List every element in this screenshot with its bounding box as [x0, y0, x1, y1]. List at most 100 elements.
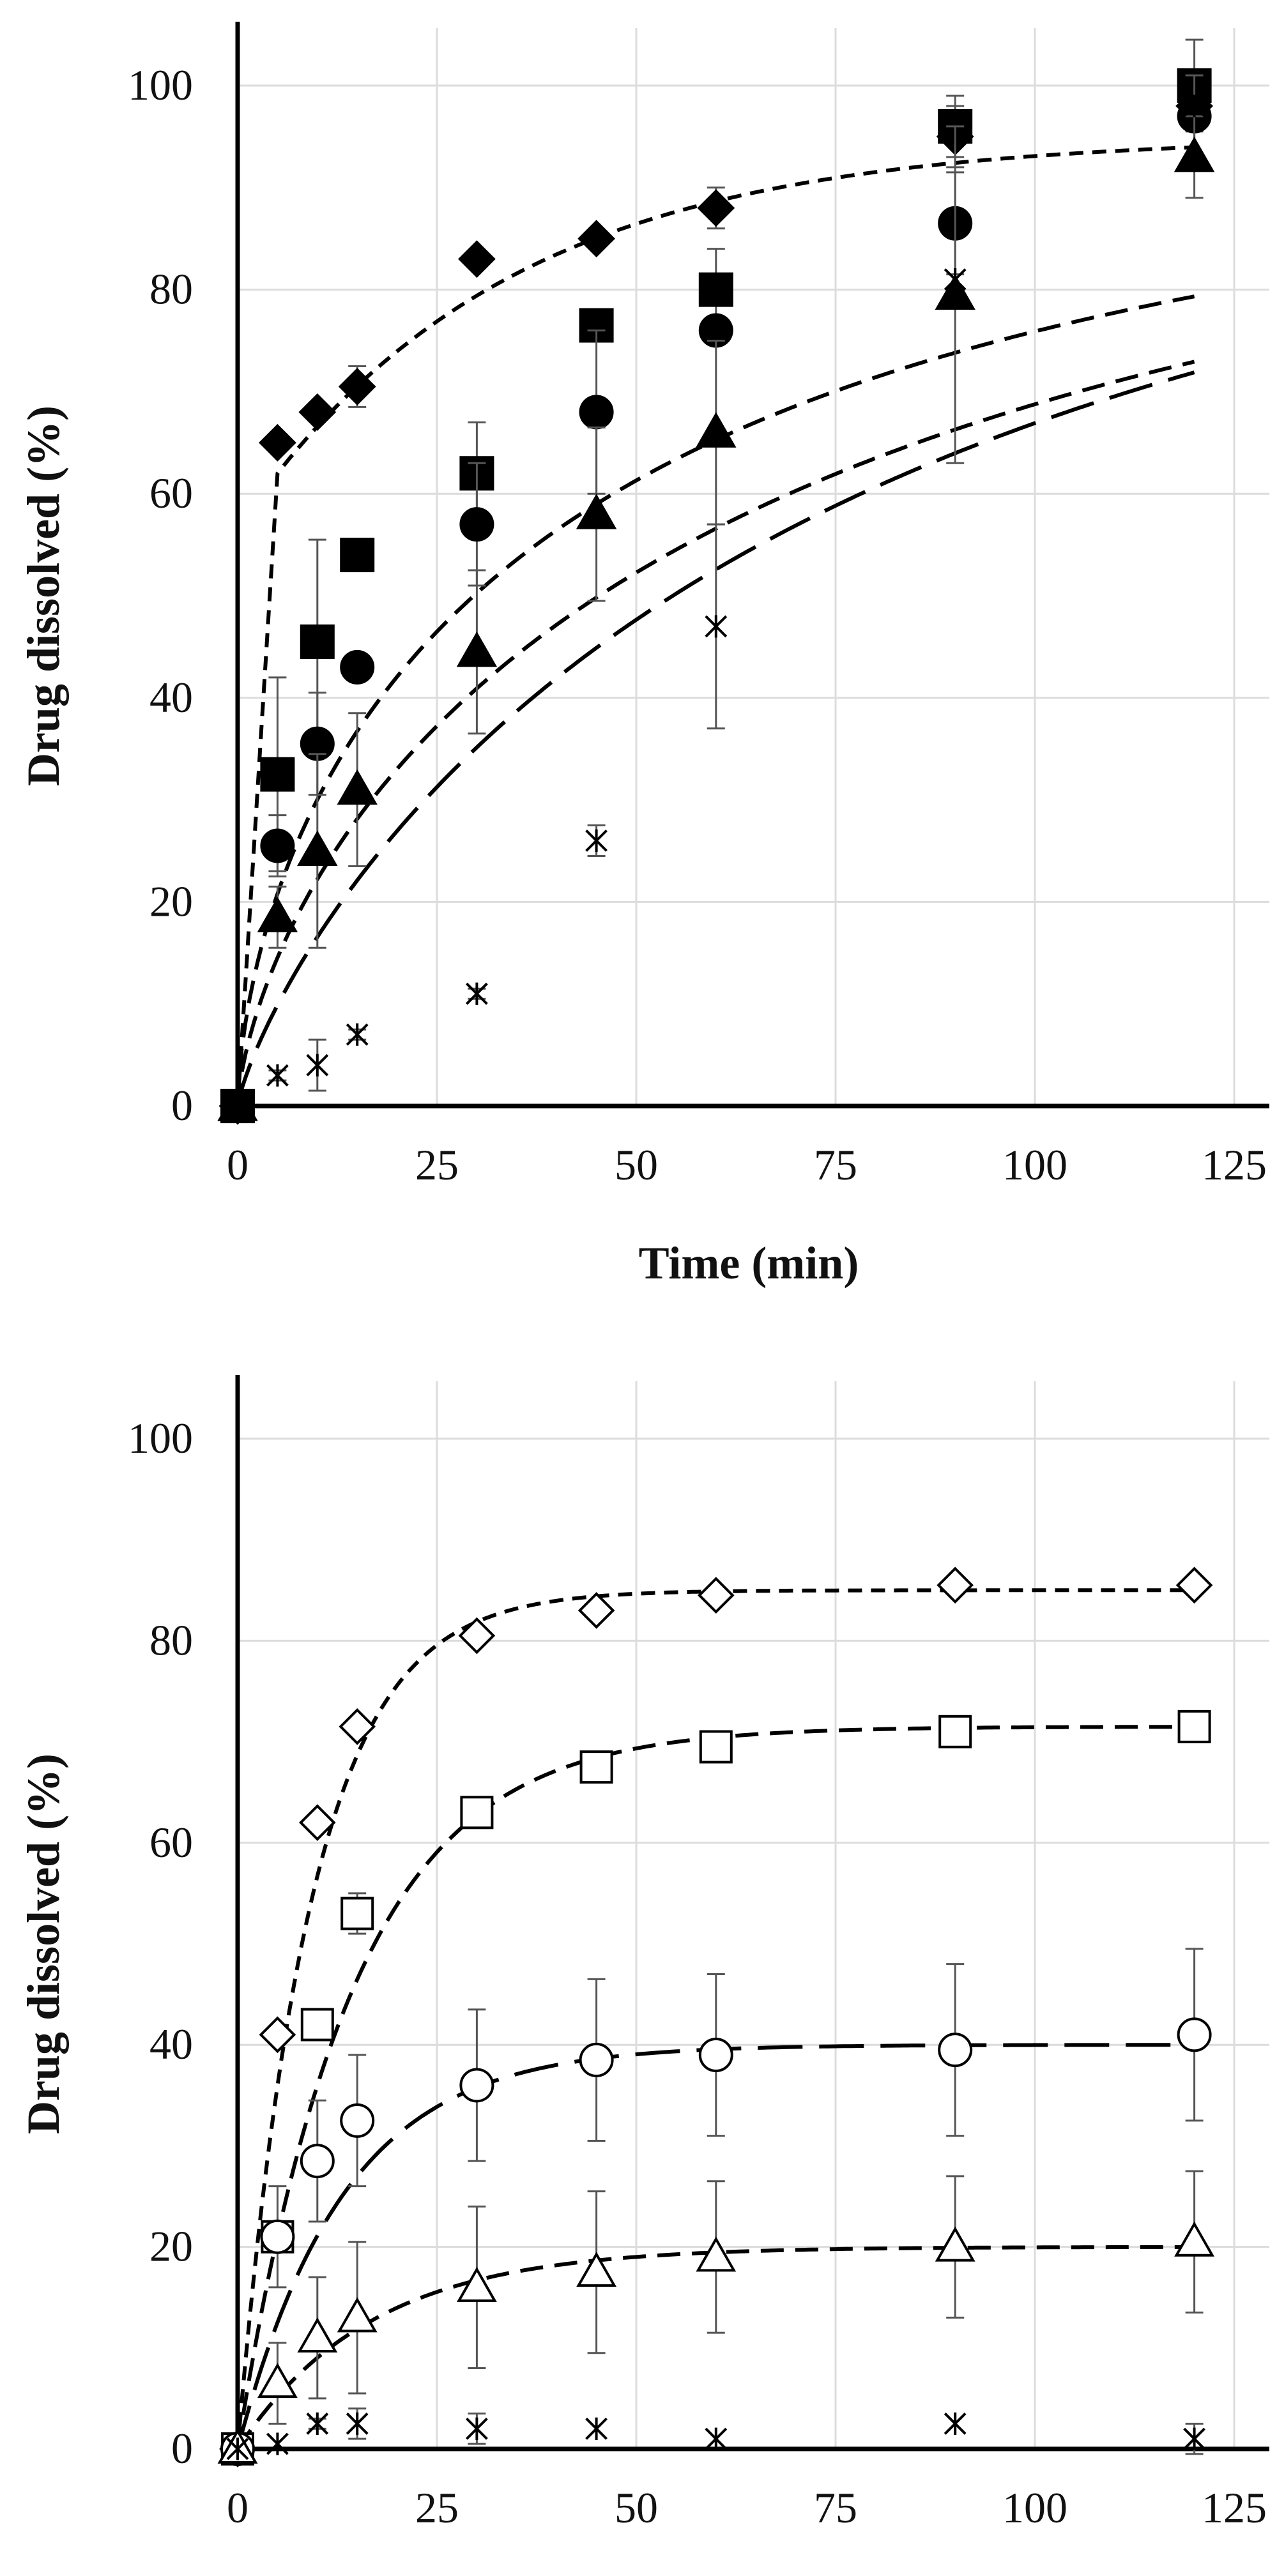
top-filled-diamond-point [577, 220, 616, 258]
bottom-asterisk-point [1183, 2427, 1206, 2450]
top-asterisk-point [306, 1054, 329, 1077]
top-tick-labels: 0 20 40 60 80 100 0 25 50 75 100 125 [128, 61, 1267, 1189]
bottom-asterisk-point [705, 2427, 728, 2450]
bottom-open-triangle-point [337, 2297, 378, 2333]
top-y-tick-label: 0 [171, 1081, 193, 1130]
top-x-tick-label: 100 [1002, 1140, 1067, 1189]
bottom-y-tick-label: 20 [149, 2222, 193, 2271]
top-asterisk-point [266, 1064, 289, 1087]
bottom-open-square-point [300, 2008, 334, 2042]
bottom-open-circle-point [260, 2219, 295, 2254]
bottom-grid [238, 1381, 1269, 2450]
top-y-tick-label: 80 [149, 265, 193, 314]
top-asterisk-point [585, 829, 608, 852]
bottom-open-triangle-point [696, 2236, 737, 2272]
top-x-tick-label: 75 [814, 1140, 857, 1189]
top-x-tick-label: 0 [227, 1140, 249, 1189]
top-filled-square-point [340, 538, 375, 573]
top-filled-triangle-fit-line [236, 370, 1195, 1107]
top-filled-circle-point [260, 828, 295, 863]
bottom-open-triangle-point [935, 2226, 975, 2262]
top-filled-triangle-point [337, 769, 378, 805]
bottom-x-tick-label: 125 [1202, 2483, 1267, 2532]
top-filled-square-point [260, 757, 295, 792]
bottom-open-triangle-point [456, 2266, 497, 2302]
bottom-open-circle-point [698, 2038, 733, 2073]
bottom-open-circle-point [579, 2042, 614, 2077]
top-filled-circle-series [220, 74, 1212, 1123]
top-y-tick-label: 100 [128, 61, 193, 109]
top-asterisk-point [346, 1023, 369, 1046]
top-y-tick-label: 40 [149, 673, 193, 722]
top-x-axis-title: Time (min) [639, 1238, 859, 1289]
top-asterisk-point [465, 982, 488, 1005]
top-x-tick-label: 25 [415, 1140, 459, 1189]
top-filled-diamond-point [258, 423, 296, 462]
top-y-tick-label: 60 [149, 469, 193, 517]
top-filled-circle-point [459, 507, 494, 542]
top-filled-diamond-point [457, 240, 496, 278]
top-y-tick-label: 20 [149, 877, 193, 925]
bottom-open-triangle-point [297, 2317, 338, 2352]
bottom-y-tick-label: 0 [171, 2424, 193, 2473]
top-asterisk-point [226, 1095, 249, 1118]
bottom-open-square-point [579, 1750, 613, 1784]
bottom-asterisk-point [346, 2412, 369, 2436]
top-asterisk-point [944, 268, 967, 291]
top-grid [238, 28, 1269, 1107]
bottom-asterisk-point [585, 2417, 608, 2440]
top-asterisk-point [1183, 95, 1206, 117]
bottom-open-square-point [340, 1897, 374, 1930]
bottom-asterisk-point [226, 2437, 249, 2460]
bottom-open-circle-point [459, 2068, 494, 2103]
bottom-open-triangle-point [257, 2363, 298, 2398]
top-filled-triangle-point [935, 274, 975, 310]
bottom-open-circle-point [300, 2144, 335, 2179]
top-filled-square-point [698, 272, 733, 307]
bottom-open-square-point [699, 1730, 733, 1764]
bottom-asterisk-series [226, 2407, 1206, 2460]
top-filled-diamond-point [697, 189, 735, 227]
bottom-open-diamond-point [1175, 1566, 1213, 1604]
top-filled-triangle-point [1174, 136, 1215, 172]
bottom-open-diamond-point [937, 1566, 974, 1604]
bottom-open-triangle-series [217, 2170, 1215, 2464]
top-filled-square-point [300, 624, 335, 659]
top-filled-circle-point [579, 395, 614, 430]
bottom-open-diamond-point [577, 1592, 615, 1629]
bottom-y-tick-label: 100 [128, 1414, 193, 1462]
bottom-open-square-point [460, 1796, 494, 1830]
bottom-open-circle-series [220, 1948, 1212, 2466]
bottom-open-square-point [1177, 1709, 1211, 1743]
top-filled-triangle-point [576, 494, 617, 529]
bottom-open-triangle-point [576, 2252, 617, 2287]
bottom-open-square-point [938, 1715, 972, 1748]
bottom-asterisk-point [944, 2412, 967, 2436]
top-chart: 0 20 40 60 80 100 0 25 50 75 100 125 Time (min) Drug … [18, 22, 1269, 1289]
bottom-asterisk-point [465, 2417, 488, 2440]
bottom-open-diamond-point [458, 1617, 496, 1655]
bottom-x-tick-label: 75 [814, 2483, 857, 2532]
bottom-x-tick-label: 0 [227, 2483, 249, 2532]
bottom-open-circle-point [938, 2033, 973, 2068]
top-filled-triangle-point [696, 412, 737, 448]
top-asterisk-series [226, 95, 1206, 1118]
bottom-y-tick-label: 60 [149, 1818, 193, 1867]
bottom-open-circle-point [1177, 2017, 1212, 2052]
bottom-open-diamond-point [259, 2016, 296, 2054]
top-filled-triangle-point [257, 897, 298, 932]
bottom-y-tick-label: 40 [149, 2020, 193, 2068]
bottom-x-tick-label: 100 [1002, 2483, 1067, 2532]
bottom-asterisk-point [266, 2432, 289, 2455]
bottom-open-circle-point [340, 2103, 375, 2138]
top-x-tick-label: 125 [1202, 1140, 1267, 1189]
top-filled-circle-point [340, 649, 375, 685]
top-filled-diamond-point [298, 393, 337, 431]
bottom-asterisk-point [306, 2412, 329, 2436]
bottom-open-diamond-point [697, 1577, 735, 1614]
bottom-open-triangle-fit-line [236, 2245, 1195, 2450]
bottom-open-triangle-point [1174, 2221, 1215, 2257]
bottom-tick-labels: 0 20 40 60 80 100 0 25 50 75 100 125 [128, 1414, 1267, 2532]
